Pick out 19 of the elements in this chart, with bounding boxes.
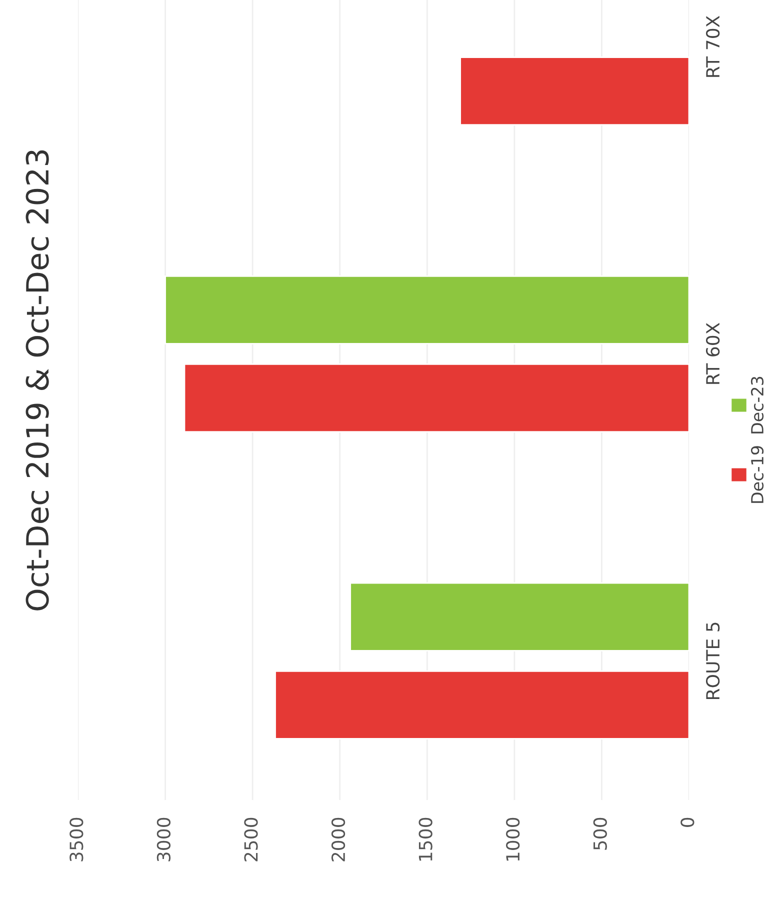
y-tick-label: ROUTE 5: [706, 622, 720, 699]
bar: [350, 582, 689, 652]
legend-label: Dec-19: [750, 446, 764, 503]
x-tick-label: 1000: [506, 818, 520, 861]
x-tick-label: 3000: [156, 818, 171, 862]
x-tick-label: 2000: [331, 818, 346, 862]
x-tick-label: 1500: [418, 818, 432, 861]
y-tick-label: RT 60X: [706, 322, 720, 384]
x-tick-label: 500: [593, 818, 607, 850]
bar: [274, 670, 689, 740]
bar: [164, 275, 689, 344]
legend-label: Dec-23: [750, 376, 764, 434]
y-tick-label: RT 70X: [706, 16, 720, 77]
x-tick-label: 2500: [244, 818, 258, 862]
bar: [184, 364, 689, 432]
text: Oct-Dec 2019 & Oct-Dec 2023: [26, 150, 49, 610]
x-tick-label: 0: [680, 818, 694, 827]
x-tick-label: 3500: [70, 818, 84, 862]
bar: [460, 56, 689, 126]
